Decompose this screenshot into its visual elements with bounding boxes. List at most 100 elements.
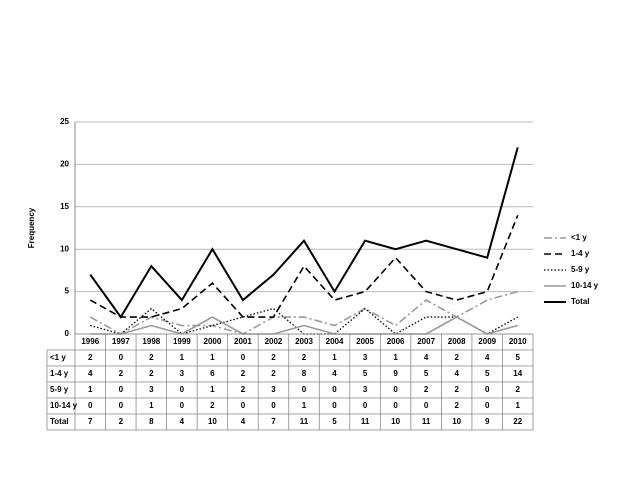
y-tick-label: 0 [65,329,70,338]
table-cell: 5 [485,369,490,378]
table-cell: 2 [119,369,124,378]
table-cell: 0 [119,385,124,394]
table-cell: 0 [332,401,337,410]
table-cell: 2 [271,353,276,362]
series-line [89,147,519,319]
table-cell: 2 [241,369,246,378]
table-cell: 2 [454,385,459,394]
table-cell: 3 [149,385,154,394]
table-cell: 1 [180,353,185,362]
y-tick-label: 15 [60,202,69,211]
table-cell: 9 [485,417,490,426]
x-tick-label: 2005 [356,337,374,346]
y-tick-label: 20 [60,160,69,169]
table-cell: 1 [393,353,398,362]
table-cell: 5 [516,353,521,362]
table-cell: 1 [88,385,93,394]
table-cell: 3 [363,385,368,394]
table-cell: 4 [332,369,337,378]
table-cell: 4 [180,417,185,426]
table-cell: 0 [485,385,490,394]
table-cell: 2 [119,417,124,426]
table-cell: 0 [119,353,124,362]
table-cell: 22 [513,417,522,426]
table-cell: 0 [241,353,246,362]
table-cell: 3 [271,385,276,394]
series-line [90,316,518,335]
x-tick-label: 1997 [112,337,130,346]
table-cell: 0 [424,401,429,410]
table-cell: 9 [393,369,398,378]
table-cell: 0 [241,401,246,410]
table-cell: 3 [180,369,185,378]
table-row-label: <1 y [50,353,66,362]
table-cell: 1 [149,401,154,410]
table-cell: 10 [208,417,217,426]
legend-label: Total [571,297,590,306]
table-cell: 2 [302,353,307,362]
table-cell: 0 [393,401,398,410]
table-cell: 0 [393,385,398,394]
table-cell: 5 [424,369,429,378]
table-cell: 2 [210,401,215,410]
table-cell: 1 [210,353,215,362]
table-cell: 11 [300,417,309,426]
table-cell: 0 [119,401,124,410]
series-line [90,307,519,335]
table-cell: 10 [391,417,400,426]
table-cell: 6 [210,369,215,378]
table-cell: 1 [302,401,307,410]
table-row-label: Total [50,417,69,426]
x-tick-label: 2002 [265,337,283,346]
table-cell: 5 [332,417,337,426]
table-cell: 0 [485,401,490,410]
table-cell: 2 [516,385,521,394]
table-cell: 5 [363,369,368,378]
x-tick-label: 2004 [326,337,344,346]
table-cell: 1 [332,353,337,362]
table-cell: 2 [241,385,246,394]
y-tick-label: 10 [60,244,69,253]
x-tick-label: 1999 [173,337,191,346]
table-cell: 2 [88,353,93,362]
table-cell: 0 [363,401,368,410]
legend-label: 1-4 y [571,249,590,258]
x-tick-label: 2010 [509,337,527,346]
y-axis-label: Frequency [27,207,36,248]
x-tick-label: 1998 [142,337,160,346]
table-cell: 4 [454,369,459,378]
table-cell: 0 [302,385,307,394]
x-tick-label: 2003 [295,337,313,346]
table-cell: 14 [513,369,522,378]
table-cell: 0 [271,401,276,410]
table-cell: 1 [516,401,521,410]
y-tick-label: 25 [60,117,69,126]
table-cell: 2 [454,353,459,362]
table-cell: 8 [302,369,307,378]
series-line [89,214,519,318]
table-cell: 0 [332,385,337,394]
table-cell: 4 [241,417,246,426]
table-cell: 10 [452,417,461,426]
legend-label: 10-14 y [571,281,599,290]
table-cell: 2 [271,369,276,378]
x-tick-label: 2000 [204,337,222,346]
y-tick-label: 5 [65,287,70,296]
x-tick-label: 1996 [81,337,99,346]
table-cell: 1 [210,385,215,394]
x-tick-label: 2008 [448,337,466,346]
x-tick-label: 2009 [478,337,496,346]
table-cell: 2 [424,385,429,394]
table-cell: 2 [454,401,459,410]
table-row-label: 5-9 y [50,385,69,394]
table-cell: 7 [88,417,93,426]
table-cell: 2 [149,369,154,378]
table-cell: 11 [422,417,431,426]
table-cell: 2 [149,353,154,362]
table-row-label: 10-14 y [50,401,78,410]
table-cell: 0 [88,401,93,410]
table-cell: 4 [485,353,490,362]
table-cell: 0 [180,401,185,410]
table-cell: 11 [361,417,370,426]
